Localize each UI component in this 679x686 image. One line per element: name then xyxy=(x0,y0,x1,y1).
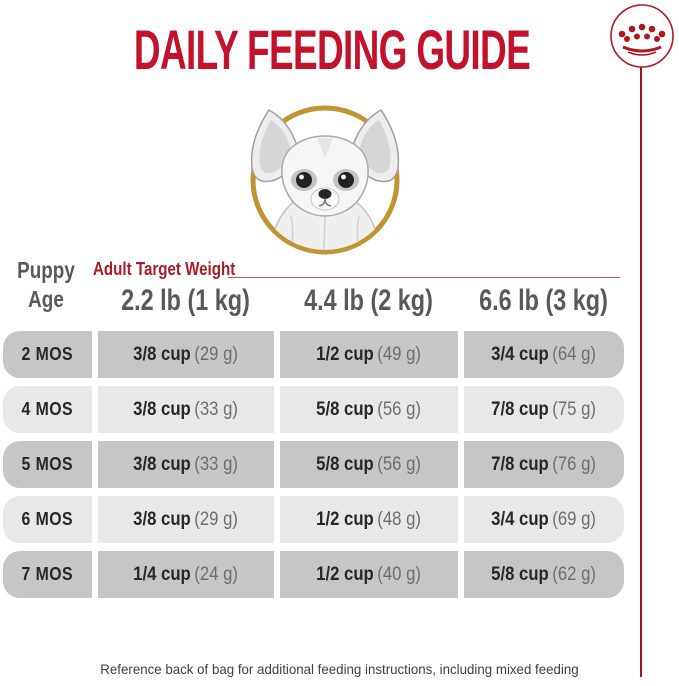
row-age-label: 4 MOS xyxy=(3,386,92,433)
column-header-spacer xyxy=(3,284,92,318)
feeding-amount-cell: 3/8 cup (33 g) xyxy=(98,441,274,488)
page-title: DAILY FEEDING GUIDE xyxy=(133,18,531,81)
feeding-amount-cell: 3/8 cup (29 g) xyxy=(98,496,274,543)
feeding-amount-cell: 1/2 cup (48 g) xyxy=(280,496,458,543)
chihuahua-illustration xyxy=(250,105,400,255)
feeding-amount-cell: 3/8 cup (29 g) xyxy=(98,331,274,378)
column-header-2kg: 4.4 lb (2 kg) xyxy=(304,284,434,317)
table-row: 2 MOS 3/8 cup (29 g) 1/2 cup (49 g) 3/4 cu… xyxy=(3,331,624,378)
group-label-underline xyxy=(228,277,620,278)
row-header-line1: Puppy xyxy=(17,257,75,283)
feeding-amount-cell: 7/8 cup (75 g) xyxy=(464,386,624,433)
crown-icon xyxy=(610,4,674,68)
column-header-1kg: 2.2 lb (1 kg) xyxy=(121,284,251,317)
feeding-amount-cell: 1/4 cup (24 g) xyxy=(98,551,274,598)
column-headers: 2.2 lb (1 kg) 4.4 lb (2 kg) 6.6 lb (3 kg… xyxy=(3,284,624,318)
row-age-label: 2 MOS xyxy=(3,331,92,378)
feeding-amount-cell: 3/4 cup (64 g) xyxy=(464,331,624,378)
feeding-table: 2 MOS 3/8 cup (29 g) 1/2 cup (49 g) 3/4 cu… xyxy=(3,331,624,606)
footer-note: Reference back of bag for additional fee… xyxy=(100,661,579,677)
table-row: 5 MOS 3/8 cup (33 g) 5/8 cup (56 g) 7/8 cu… xyxy=(3,441,624,488)
vertical-divider-line xyxy=(640,67,642,677)
chihuahua-photo xyxy=(225,96,425,269)
row-header-title: Puppy Age xyxy=(8,256,83,314)
feeding-amount-cell: 3/4 cup (69 g) xyxy=(464,496,624,543)
table-row: 4 MOS 3/8 cup (33 g) 5/8 cup (56 g) 7/8 cu… xyxy=(3,386,624,433)
row-age-label: 7 MOS xyxy=(3,551,92,598)
feeding-amount-cell: 5/8 cup (62 g) xyxy=(464,551,624,598)
feeding-amount-cell: 7/8 cup (76 g) xyxy=(464,441,624,488)
row-age-label: 6 MOS xyxy=(3,496,92,543)
row-header-line2: Age xyxy=(28,286,64,312)
column-header-3kg: 6.6 lb (3 kg) xyxy=(479,284,609,317)
table-row: 7 MOS 1/4 cup (24 g) 1/2 cup (40 g) 5/8 cu… xyxy=(3,551,624,598)
table-row: 6 MOS 3/8 cup (29 g) 1/2 cup (48 g) 3/4 cu… xyxy=(3,496,624,543)
feeding-amount-cell: 5/8 cup (56 g) xyxy=(280,441,458,488)
feeding-amount-cell: 1/2 cup (40 g) xyxy=(280,551,458,598)
feeding-amount-cell: 3/8 cup (33 g) xyxy=(98,386,274,433)
feeding-amount-cell: 5/8 cup (56 g) xyxy=(280,386,458,433)
royal-canin-crown-logo xyxy=(606,2,678,77)
feeding-amount-cell: 1/2 cup (49 g) xyxy=(280,331,458,378)
row-age-label: 5 MOS xyxy=(3,441,92,488)
column-group-label: Adult Target Weight xyxy=(93,259,236,279)
